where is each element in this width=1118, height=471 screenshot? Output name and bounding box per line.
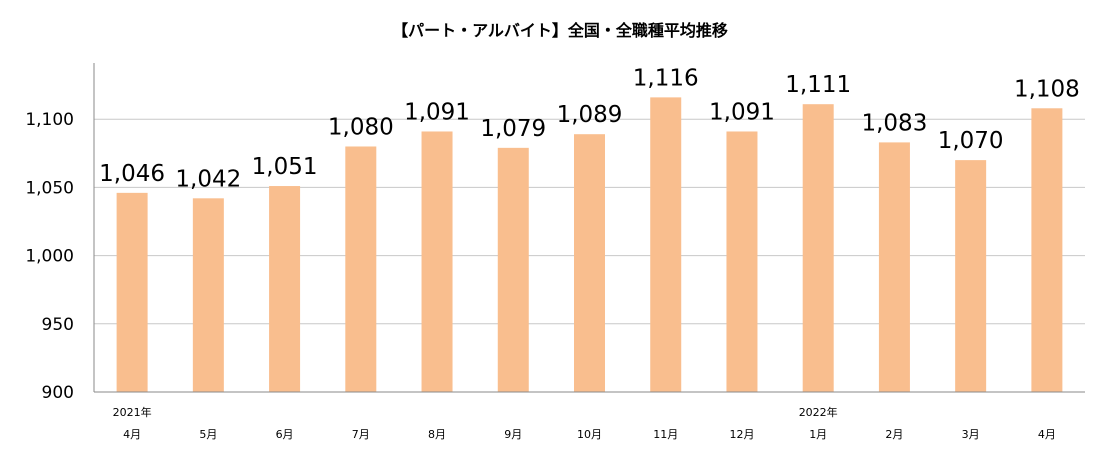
x-axis-ticks: 2021年 4月 5月 6月 7月 8月 9月 10月 11月 12月 2022年 1月 2月 3月 4月 [113, 405, 1056, 441]
bar [1031, 108, 1063, 393]
bar [345, 146, 377, 392]
bar [650, 97, 682, 392]
bar [116, 192, 148, 392]
data-label: 1,091 [709, 99, 775, 125]
data-label: 1,091 [404, 99, 470, 125]
bar [574, 134, 605, 393]
bar [955, 160, 987, 392]
x-tick-label: 7月 [352, 428, 370, 441]
data-label: 1,116 [633, 65, 699, 91]
x-year-label: 2021年 [113, 405, 152, 419]
bar [726, 131, 758, 392]
data-label: 1,046 [99, 161, 165, 187]
x-tick-label: 12月 [729, 428, 754, 441]
data-label: 1,070 [938, 128, 1004, 154]
x-tick-label: 5月 [199, 428, 217, 441]
data-label: 1,042 [175, 166, 241, 192]
data-labels: 1,046 1,042 1,051 1,080 1,091 1,079 1,089 1,116… [99, 65, 1080, 192]
bar [192, 198, 224, 392]
data-label: 1,079 [480, 116, 546, 142]
data-label: 1,051 [252, 154, 318, 180]
x-year-label: 2022年 [799, 405, 838, 419]
data-label: 1,083 [861, 110, 927, 136]
bar [269, 186, 301, 392]
x-tick-label: 8月 [428, 428, 446, 441]
x-tick-label: 10月 [577, 428, 602, 441]
x-tick-label: 2月 [885, 428, 903, 441]
x-tick-label: 6月 [276, 428, 294, 441]
data-label: 1,080 [328, 114, 394, 140]
y-tick-label: 1,100 [25, 110, 74, 130]
bar [802, 104, 834, 393]
x-tick-label: 4月 [123, 428, 141, 441]
chart-title: 【パート・アルバイト】全国・全職種平均推移 [392, 21, 728, 40]
bars [116, 97, 1063, 393]
bar [421, 131, 453, 392]
x-tick-label: 11月 [653, 428, 678, 441]
y-tick-label: 950 [42, 315, 74, 335]
x-tick-label: 9月 [504, 428, 522, 441]
y-tick-label: 1,000 [25, 247, 74, 267]
bar [878, 142, 910, 392]
x-tick-label: 4月 [1038, 428, 1056, 441]
x-tick-label: 3月 [962, 428, 980, 441]
data-label: 1,089 [557, 102, 623, 128]
y-tick-label: 900 [42, 383, 74, 403]
x-tick-label: 1月 [809, 428, 827, 441]
data-label: 1,108 [1014, 76, 1080, 102]
data-label: 1,111 [785, 72, 851, 98]
bar [497, 147, 529, 392]
y-tick-label: 1,050 [25, 178, 74, 198]
y-axis-ticks: 900 950 1,000 1,050 1,100 [25, 110, 74, 403]
